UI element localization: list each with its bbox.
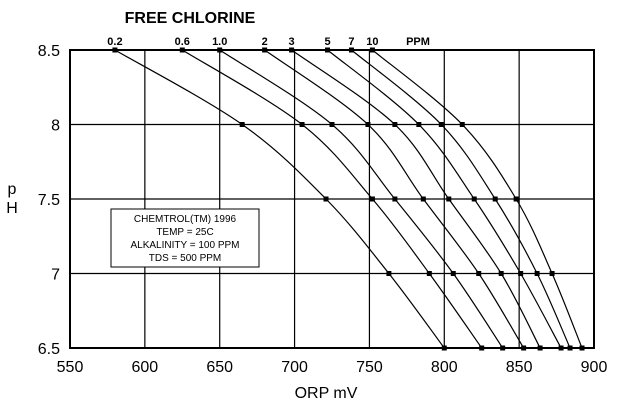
data-point — [500, 345, 506, 351]
data-point — [365, 122, 371, 127]
ppm-labels: 0.2 0.6 1.0 2 3 5 7 10 — [107, 36, 378, 48]
ppm-series-label: 7 — [348, 36, 354, 48]
x-tick-label: 700 — [281, 359, 308, 376]
x-tick-label: 650 — [206, 359, 233, 376]
y-tick-label: 7 — [51, 267, 60, 284]
data-point — [369, 47, 375, 53]
data-point — [471, 196, 477, 202]
ppm-series-label: 2 — [262, 36, 268, 48]
data-point — [521, 345, 527, 351]
data-point — [492, 196, 498, 202]
y-tick-label: 7.5 — [38, 192, 60, 209]
info-box-frame — [110, 208, 260, 268]
x-tick-labels: 550 600 650 700 750 800 850 900 — [57, 359, 608, 376]
data-point — [459, 122, 465, 127]
x-tick-label: 900 — [581, 359, 608, 376]
x-axis-title: ORP mV — [295, 385, 358, 402]
data-point — [420, 196, 426, 202]
data-point — [479, 345, 485, 351]
y-tick-labels: 6.5 7 7.5 8 8.5 — [38, 43, 60, 358]
y-tick-label: 6.5 — [38, 341, 60, 358]
data-point — [549, 271, 555, 276]
data-point — [299, 122, 305, 127]
ppm-series-label: 0.2 — [107, 36, 122, 48]
data-point — [289, 47, 295, 53]
data-point — [450, 271, 456, 276]
y-axis-title-line-2: H — [6, 200, 18, 217]
data-point — [518, 271, 524, 276]
info-box-line: TEMP = 25C — [156, 227, 213, 238]
ppm-series-label: 3 — [289, 36, 295, 48]
ppm-series-label: 0.6 — [175, 36, 190, 48]
data-point — [329, 122, 335, 127]
data-point — [323, 196, 329, 202]
x-tick-label: 850 — [506, 359, 533, 376]
info-box-line: ALKALINITY = 100 PPM — [130, 240, 239, 251]
x-tick-label: 550 — [57, 359, 84, 376]
x-tick-label: 750 — [356, 359, 383, 376]
data-point — [179, 47, 185, 53]
series-line — [181, 49, 483, 349]
data-point — [369, 196, 375, 202]
data-point — [438, 122, 444, 127]
data-point — [498, 271, 504, 276]
data-point — [537, 345, 543, 351]
info-box-line: TDS = 500 PPM — [149, 253, 222, 264]
y-axis-title-line-1: p — [8, 181, 17, 198]
data-point — [567, 345, 573, 351]
y-tick-label: 8.5 — [38, 43, 60, 60]
data-point — [416, 122, 422, 127]
data-point — [392, 122, 398, 127]
data-point — [446, 196, 452, 202]
x-tick-label: 600 — [132, 359, 159, 376]
ppm-unit-label: PPM — [406, 36, 430, 48]
data-point — [386, 271, 392, 276]
data-point — [513, 196, 519, 202]
ppm-series-label: 5 — [324, 36, 330, 48]
data-point — [325, 47, 331, 53]
ppm-series-label: 1.0 — [212, 36, 227, 48]
data-point — [262, 47, 268, 53]
data-point — [392, 196, 398, 202]
data-point — [558, 345, 564, 351]
data-point — [112, 47, 118, 53]
series-group — [112, 47, 585, 351]
data-point — [441, 345, 447, 351]
data-point — [534, 271, 540, 276]
plot-frame — [69, 49, 595, 349]
y-tick-label: 8 — [51, 118, 60, 135]
data-point — [348, 47, 354, 53]
series-line — [114, 49, 445, 349]
data-point — [217, 47, 223, 53]
data-point — [476, 271, 482, 276]
chart-title: FREE CHLORINE — [125, 10, 256, 27]
ppm-series-label: 10 — [366, 36, 378, 48]
data-point — [426, 271, 432, 276]
info-box: CHEMTROL(TM) 1996 TEMP = 25C ALKALINITY … — [110, 208, 260, 268]
x-tick-label: 800 — [431, 359, 458, 376]
data-point — [579, 345, 585, 351]
info-box-line: CHEMTROL(TM) 1996 — [134, 214, 237, 225]
data-point — [239, 122, 245, 127]
